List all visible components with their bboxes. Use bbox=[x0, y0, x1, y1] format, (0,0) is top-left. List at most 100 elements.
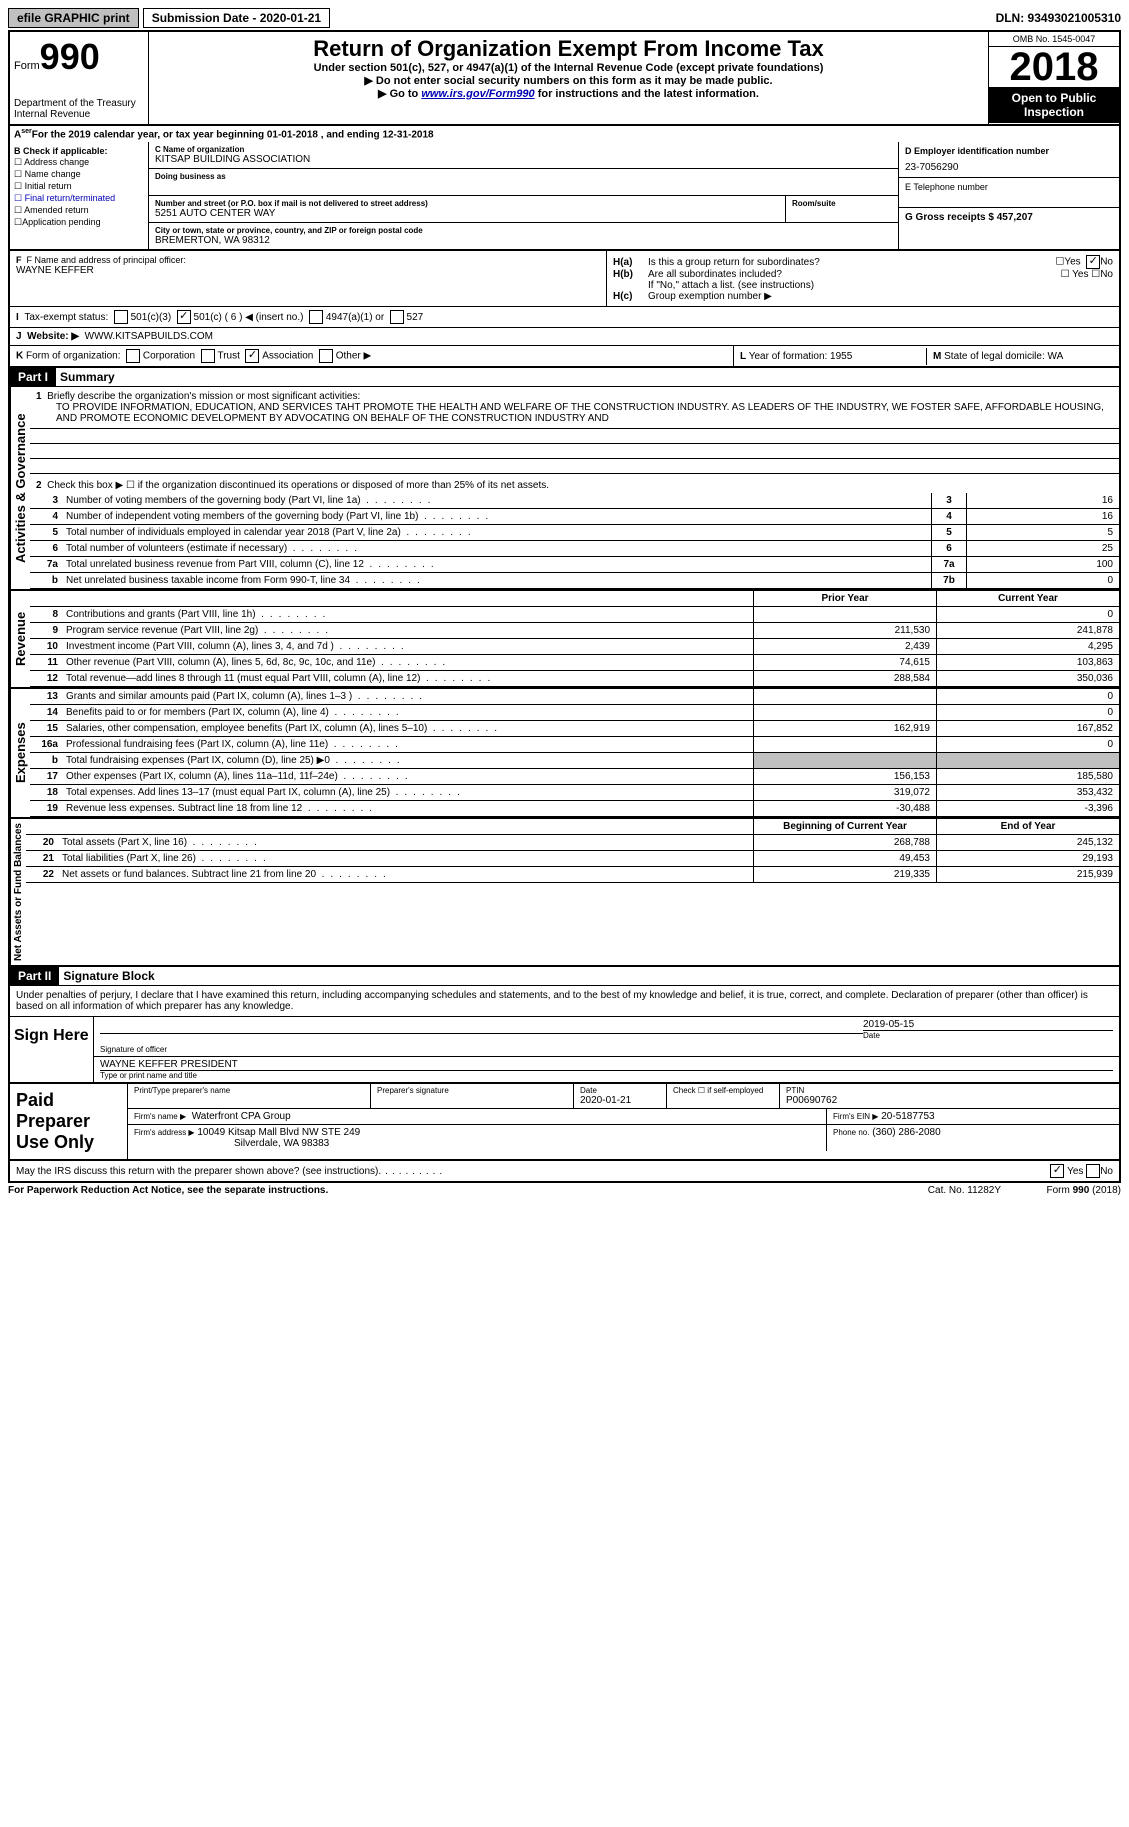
prep-date: 2020-01-21 bbox=[580, 1095, 660, 1106]
firm-city: Silverdale, WA 98383 bbox=[134, 1138, 329, 1149]
chk-assoc[interactable]: ✓ bbox=[245, 349, 259, 363]
prior-value bbox=[753, 689, 936, 704]
sig-officer-label: Signature of officer bbox=[100, 1045, 863, 1054]
row-num: 17 bbox=[30, 769, 62, 784]
row-text: Total assets (Part X, line 16) ........ bbox=[58, 835, 753, 850]
check-address[interactable]: ☐ Address change bbox=[14, 157, 144, 168]
current-value: 0 bbox=[936, 737, 1119, 752]
prior-value bbox=[753, 737, 936, 752]
form-number: 990 bbox=[40, 36, 100, 78]
row-text: Total fundraising expenses (Part IX, col… bbox=[62, 753, 753, 768]
prior-value: -30,488 bbox=[753, 801, 936, 816]
row-ref: 7b bbox=[931, 573, 966, 588]
row-num: 15 bbox=[30, 721, 62, 736]
officer-name: WAYNE KEFFER PRESIDENT bbox=[100, 1059, 1113, 1070]
row-text: Number of voting members of the governin… bbox=[62, 493, 931, 508]
row-ref: 3 bbox=[931, 493, 966, 508]
dots: .......... bbox=[378, 1166, 1050, 1177]
discuss-yes-check[interactable]: ✓ bbox=[1050, 1164, 1064, 1178]
current-value: 350,036 bbox=[936, 671, 1119, 686]
website-value: WWW.KITSAPBUILDS.COM bbox=[85, 331, 213, 342]
city-state-zip: BREMERTON, WA 98312 bbox=[155, 235, 892, 246]
prep-sig-label: Preparer's signature bbox=[377, 1086, 567, 1095]
part2-title: Signature Block bbox=[59, 969, 154, 983]
c-name-label: C Name of organization bbox=[155, 145, 892, 154]
phone-label: E Telephone number bbox=[905, 182, 1113, 192]
irs-link[interactable]: www.irs.gov/Form990 bbox=[421, 88, 534, 100]
discuss-no-check[interactable] bbox=[1086, 1164, 1100, 1178]
dln: DLN: 93493021005310 bbox=[996, 11, 1121, 25]
mission-label: Briefly describe the organization's miss… bbox=[47, 391, 360, 402]
website-label: Website: ▶ bbox=[27, 331, 79, 342]
chk-501c3[interactable] bbox=[114, 310, 128, 324]
sig-date: 2019-05-15 bbox=[863, 1019, 1113, 1030]
row-ref: 4 bbox=[931, 509, 966, 524]
gross-receipts: G Gross receipts $ 457,207 bbox=[905, 212, 1113, 223]
check-final[interactable]: ☐ Final return/terminated bbox=[14, 193, 144, 204]
perjury-text: Under penalties of perjury, I declare th… bbox=[10, 986, 1119, 1017]
sign-here-label: Sign Here bbox=[10, 1017, 94, 1082]
chk-corp[interactable] bbox=[126, 349, 140, 363]
row-num: 19 bbox=[30, 801, 62, 816]
begin-year-header: Beginning of Current Year bbox=[753, 819, 936, 834]
row-num: 12 bbox=[30, 671, 62, 686]
row-text: Investment income (Part VIII, column (A)… bbox=[62, 639, 753, 654]
line2-text: Check this box ▶ ☐ if the organization d… bbox=[47, 480, 549, 491]
row-text: Professional fundraising fees (Part IX, … bbox=[62, 737, 753, 752]
ein-value: 23-7056290 bbox=[905, 162, 1113, 173]
current-year-header: Current Year bbox=[936, 591, 1119, 606]
row-value: 5 bbox=[966, 525, 1119, 540]
row-num: 14 bbox=[30, 705, 62, 720]
row-num: 4 bbox=[30, 509, 62, 524]
top-bar: efile GRAPHIC print Submission Date - 20… bbox=[8, 8, 1121, 28]
chk-527[interactable] bbox=[390, 310, 404, 324]
row-text: Total expenses. Add lines 13–17 (must eq… bbox=[62, 785, 753, 800]
row-ref: 5 bbox=[931, 525, 966, 540]
check-initial[interactable]: ☐ Initial return bbox=[14, 181, 144, 192]
chk-other[interactable] bbox=[319, 349, 333, 363]
current-value: 245,132 bbox=[936, 835, 1119, 850]
cat-no: Cat. No. 11282Y bbox=[928, 1185, 1001, 1196]
row-value: 100 bbox=[966, 557, 1119, 572]
current-value: 185,580 bbox=[936, 769, 1119, 784]
row-value: 16 bbox=[966, 493, 1119, 508]
addr-label: Number and street (or P.O. box if mail i… bbox=[155, 199, 779, 208]
row-num: 5 bbox=[30, 525, 62, 540]
efile-button[interactable]: efile GRAPHIC print bbox=[8, 8, 139, 28]
current-value: 0 bbox=[936, 705, 1119, 720]
row-text: Benefits paid to or for members (Part IX… bbox=[62, 705, 753, 720]
self-emp-check[interactable]: Check ☐ if self-employed bbox=[673, 1086, 773, 1095]
row-ref: 6 bbox=[931, 541, 966, 556]
row-text: Grants and similar amounts paid (Part IX… bbox=[62, 689, 753, 704]
prior-value: 319,072 bbox=[753, 785, 936, 800]
row-text: Total unrelated business revenue from Pa… bbox=[62, 557, 931, 572]
check-amended[interactable]: ☐ Amended return bbox=[14, 205, 144, 216]
row-text: Revenue less expenses. Subtract line 18 … bbox=[62, 801, 753, 816]
f-label: F F Name and address of principal office… bbox=[16, 255, 600, 265]
check-application[interactable]: ☐Application pending bbox=[14, 217, 144, 228]
prep-name-label: Print/Type preparer's name bbox=[134, 1086, 364, 1095]
subtitle-2: ▶ Do not enter social security numbers o… bbox=[153, 74, 984, 87]
prior-year-header: Prior Year bbox=[753, 591, 936, 606]
chk-501c[interactable]: ✓ bbox=[177, 310, 191, 324]
prior-value: 74,615 bbox=[753, 655, 936, 670]
ha-no-check[interactable]: ✓ bbox=[1086, 255, 1100, 269]
row-num: 18 bbox=[30, 785, 62, 800]
row-num: 9 bbox=[30, 623, 62, 638]
open-inspection: Open to Public Inspection bbox=[989, 87, 1119, 123]
row-value: 16 bbox=[966, 509, 1119, 524]
street-address: 5251 AUTO CENTER WAY bbox=[155, 208, 779, 219]
chk-trust[interactable] bbox=[201, 349, 215, 363]
row-text: Program service revenue (Part VIII, line… bbox=[62, 623, 753, 638]
submission-date: Submission Date - 2020-01-21 bbox=[143, 8, 330, 28]
room-label: Room/suite bbox=[792, 199, 892, 208]
check-name[interactable]: ☐ Name change bbox=[14, 169, 144, 180]
chk-4947[interactable] bbox=[309, 310, 323, 324]
part1-header: Part I bbox=[10, 368, 56, 386]
tax-year: 2018 bbox=[989, 47, 1119, 87]
row-value: 25 bbox=[966, 541, 1119, 556]
date-label: Date bbox=[863, 1030, 1113, 1040]
prior-value: 49,453 bbox=[753, 851, 936, 866]
row-text: Total number of volunteers (estimate if … bbox=[62, 541, 931, 556]
prior-value bbox=[753, 607, 936, 622]
